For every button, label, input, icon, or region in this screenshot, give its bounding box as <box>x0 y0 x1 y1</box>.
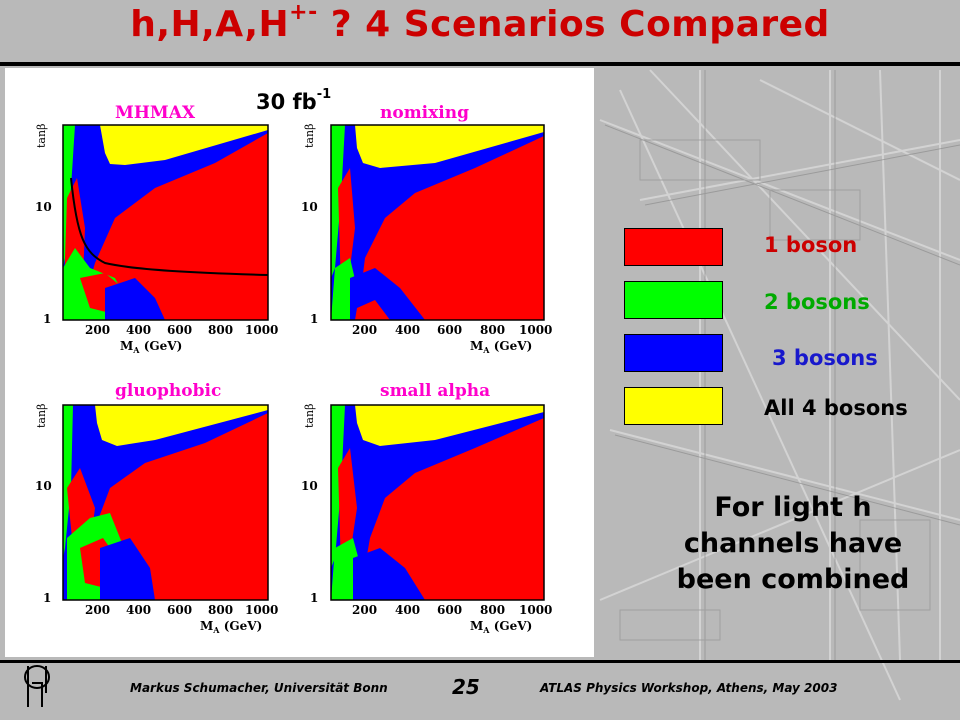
footer-author: Markus Schumacher, Universität Bonn <box>130 681 388 695</box>
note-line-2: channels have <box>683 528 903 559</box>
xtick-mhmax-800: 800 <box>208 323 233 337</box>
panel-gluophobic: gluophobic tanβ 10 1 200 400 600 800 100… <box>35 381 278 635</box>
xtick-gluophobic-800: 800 <box>208 603 233 617</box>
xtick-gluophobic-400: 400 <box>126 603 151 617</box>
legend-label-2-bosons: 2 bosons <box>764 290 870 314</box>
ytick-10-mhmax: 10 <box>35 200 52 214</box>
legend-label-1-boson: 1 boson <box>764 233 858 257</box>
ytick-1-nomixing: 1 <box>310 312 318 326</box>
ylabel-small-alpha: tanβ <box>303 404 316 428</box>
xtick-mhmax-400: 400 <box>126 323 151 337</box>
atlas-logo-icon <box>24 665 50 707</box>
luminosity-exponent: -1 <box>316 87 332 102</box>
title-superscript: +- <box>289 0 318 25</box>
xtick-nomixing-400: 400 <box>395 323 420 337</box>
xtick-mhmax-200: 200 <box>85 323 110 337</box>
legend-swatch-2-bosons <box>624 281 723 319</box>
xtick-small-alpha-800: 800 <box>480 603 505 617</box>
xtick-nomixing-600: 600 <box>437 323 462 337</box>
xtick-gluophobic-200: 200 <box>85 603 110 617</box>
scenario-figure: MHMAX tanβ 10 1 200 400 600 800 1000 MA … <box>5 68 594 657</box>
legend-swatch-3-bosons <box>624 334 723 372</box>
xlabel-gluophobic: MA (GeV) <box>200 619 262 635</box>
top-divider <box>0 62 960 66</box>
xtick-small-alpha-200: 200 <box>352 603 377 617</box>
ylabel-nomixing: tanβ <box>303 124 316 148</box>
plots-canvas: MHMAX tanβ 10 1 200 400 600 800 1000 MA … <box>35 103 552 635</box>
title-rest: ? 4 Scenarios Compared <box>317 4 830 45</box>
ytick-10-small-alpha: 10 <box>301 479 318 493</box>
xtick-gluophobic-1000: 1000 <box>245 603 278 617</box>
xtick-mhmax-600: 600 <box>167 323 192 337</box>
xtick-small-alpha-400: 400 <box>395 603 420 617</box>
panel-nomixing: nomixing tanβ 10 1 200 400 600 800 1000 … <box>301 103 552 355</box>
ylabel-gluophobic: tanβ <box>35 404 48 428</box>
xlabel-nomixing: MA (GeV) <box>470 339 532 355</box>
panel-title-mhmax: MHMAX <box>115 103 196 123</box>
title-main: h,H,A,H <box>130 4 290 45</box>
xtick-nomixing-200: 200 <box>352 323 377 337</box>
xtick-small-alpha-1000: 1000 <box>519 603 552 617</box>
bottom-divider <box>0 660 960 663</box>
xtick-nomixing-800: 800 <box>480 323 505 337</box>
combined-channels-note: For light h channels have been combined <box>636 490 950 598</box>
page-number: 25 <box>452 675 480 699</box>
legend-swatch-1-boson <box>624 228 723 266</box>
panel-title-small-alpha: small alpha <box>380 381 490 401</box>
ytick-1-mhmax: 1 <box>43 312 51 326</box>
panel-title-gluophobic: gluophobic <box>115 381 221 401</box>
ylabel-mhmax: tanβ <box>35 124 48 148</box>
xtick-nomixing-1000: 1000 <box>519 323 552 337</box>
panel-title-nomixing: nomixing <box>380 103 469 123</box>
note-line-3: been combined <box>676 564 910 595</box>
luminosity-value: 30 fb <box>256 90 317 114</box>
panel-small-alpha: small alpha tanβ 10 1 200 400 600 800 10… <box>301 381 552 635</box>
ytick-10-gluophobic: 10 <box>35 479 52 493</box>
ytick-10-nomixing: 10 <box>301 200 318 214</box>
note-line-1: For light h <box>714 492 872 523</box>
xlabel-small-alpha: MA (GeV) <box>470 619 532 635</box>
xtick-small-alpha-600: 600 <box>437 603 462 617</box>
ytick-1-gluophobic: 1 <box>43 591 51 605</box>
xtick-gluophobic-600: 600 <box>167 603 192 617</box>
panel-mhmax: MHMAX tanβ 10 1 200 400 600 800 1000 MA … <box>35 103 278 355</box>
legend-swatch-all-4-bosons <box>624 387 723 425</box>
legend-label-3-bosons: 3 bosons <box>772 346 878 370</box>
xtick-mhmax-1000: 1000 <box>245 323 278 337</box>
page-title: h,H,A,H+- ? 4 Scenarios Compared <box>0 0 960 45</box>
legend-label-all-4-bosons: All 4 bosons <box>764 396 908 420</box>
ytick-1-small-alpha: 1 <box>310 591 318 605</box>
xlabel-mhmax: MA (GeV) <box>120 339 182 355</box>
luminosity-label: 30 fb-1 <box>256 87 332 114</box>
footer-event: ATLAS Physics Workshop, Athens, May 2003 <box>540 681 838 695</box>
